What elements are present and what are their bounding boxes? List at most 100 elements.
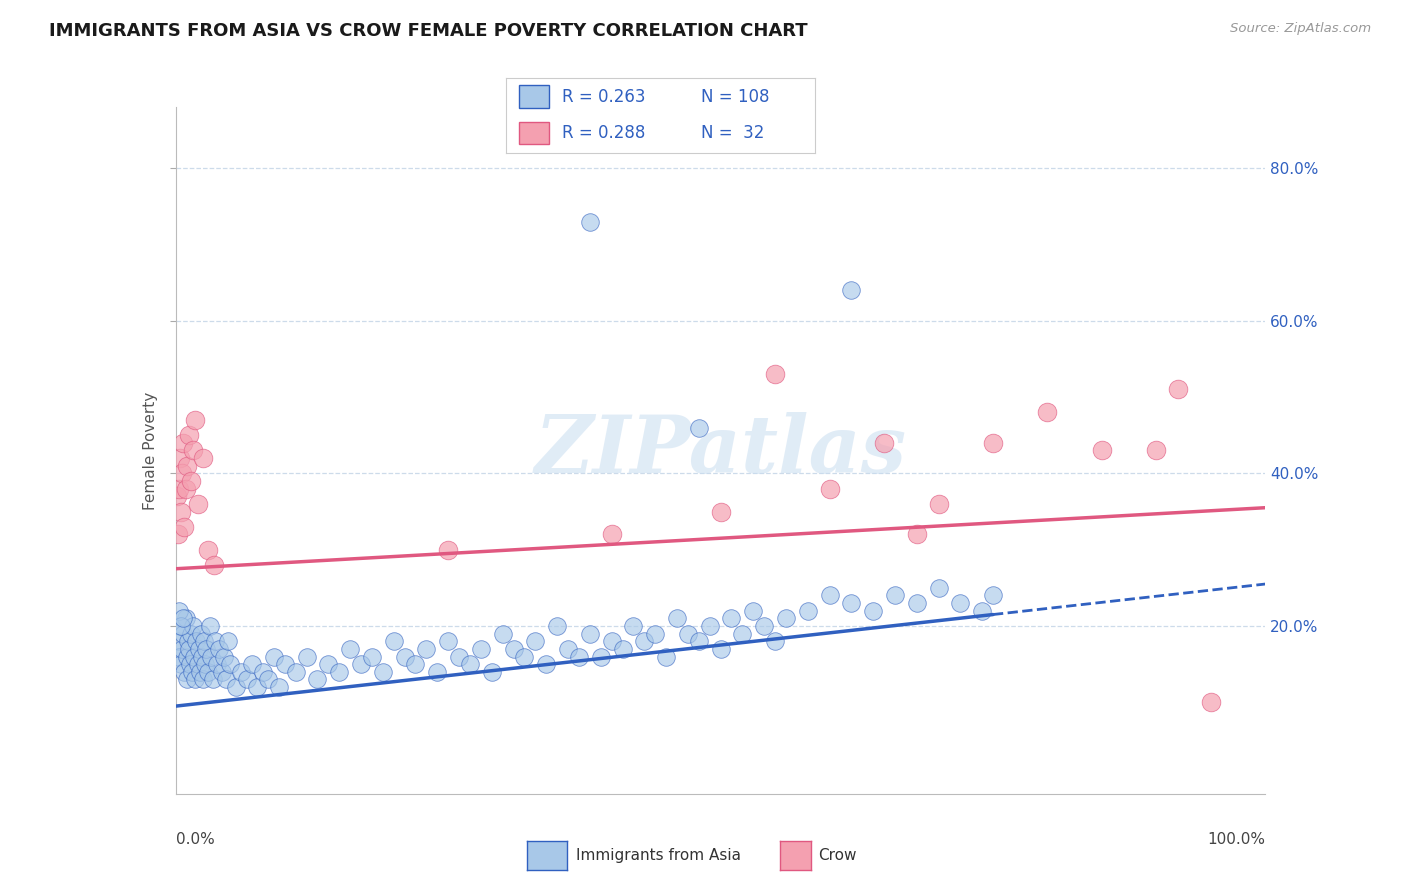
Point xyxy=(198,619,221,633)
Point xyxy=(167,649,190,664)
Point xyxy=(644,626,666,640)
Point xyxy=(176,649,198,664)
Point xyxy=(172,435,194,450)
Point xyxy=(174,611,197,625)
Point xyxy=(534,657,557,672)
Point xyxy=(197,542,219,557)
Point xyxy=(191,451,214,466)
FancyBboxPatch shape xyxy=(519,86,550,108)
Text: R = 0.288: R = 0.288 xyxy=(562,124,645,142)
Point xyxy=(177,428,200,442)
Text: IMMIGRANTS FROM ASIA VS CROW FEMALE POVERTY CORRELATION CHART: IMMIGRANTS FROM ASIA VS CROW FEMALE POVE… xyxy=(49,22,808,40)
Point xyxy=(167,604,190,618)
Point xyxy=(181,443,204,458)
Point xyxy=(579,214,602,228)
Point xyxy=(217,634,239,648)
Point xyxy=(763,367,786,381)
Point xyxy=(170,657,193,672)
Point xyxy=(600,527,623,541)
Point xyxy=(187,641,209,656)
Point xyxy=(818,482,841,496)
Point xyxy=(589,649,612,664)
Point xyxy=(796,604,818,618)
Point xyxy=(176,458,198,473)
Point xyxy=(184,673,207,687)
Point xyxy=(180,626,202,640)
Point xyxy=(970,604,993,618)
Point xyxy=(884,589,907,603)
Point xyxy=(181,665,204,679)
Point xyxy=(257,673,280,687)
Point xyxy=(949,596,972,610)
Point xyxy=(579,626,602,640)
Point xyxy=(754,619,776,633)
Point xyxy=(172,611,194,625)
Point xyxy=(205,657,228,672)
Point xyxy=(481,665,503,679)
Text: Source: ZipAtlas.com: Source: ZipAtlas.com xyxy=(1230,22,1371,36)
Y-axis label: Female Poverty: Female Poverty xyxy=(143,392,159,509)
Point xyxy=(841,596,863,610)
Point xyxy=(169,619,191,633)
Point xyxy=(437,542,460,557)
Point xyxy=(873,435,896,450)
Text: 0.0%: 0.0% xyxy=(176,831,215,847)
Point xyxy=(981,435,1004,450)
Point xyxy=(190,626,212,640)
Point xyxy=(655,649,678,664)
Point xyxy=(1036,405,1059,419)
Point xyxy=(183,649,205,664)
Point xyxy=(173,665,195,679)
Point xyxy=(194,657,217,672)
Point xyxy=(211,665,233,679)
Point xyxy=(394,649,416,664)
Point xyxy=(180,474,202,488)
Point xyxy=(170,504,193,518)
Point xyxy=(621,619,644,633)
Point xyxy=(818,589,841,603)
Point xyxy=(415,641,437,656)
Point xyxy=(167,527,190,541)
FancyBboxPatch shape xyxy=(519,121,550,145)
Point xyxy=(204,634,226,648)
Point xyxy=(426,665,449,679)
Point xyxy=(688,420,710,434)
Point xyxy=(252,665,274,679)
Point xyxy=(201,673,224,687)
Point xyxy=(720,611,742,625)
Point xyxy=(225,680,247,694)
Point xyxy=(742,604,765,618)
Point xyxy=(240,657,263,672)
Text: 100.0%: 100.0% xyxy=(1208,831,1265,847)
Point xyxy=(186,497,209,511)
Point xyxy=(763,634,786,648)
Point xyxy=(197,665,219,679)
Point xyxy=(186,634,208,648)
Point xyxy=(186,657,209,672)
Point xyxy=(405,657,427,672)
Point xyxy=(350,657,373,672)
Point xyxy=(195,641,218,656)
Point xyxy=(841,283,863,297)
Point xyxy=(502,641,524,656)
Point xyxy=(177,634,200,648)
Point xyxy=(212,649,235,664)
Point xyxy=(731,626,754,640)
Point xyxy=(492,626,515,640)
Point xyxy=(231,665,253,679)
Point xyxy=(775,611,797,625)
Point xyxy=(612,641,634,656)
Point xyxy=(513,649,536,664)
Point xyxy=(200,649,222,664)
Point xyxy=(600,634,623,648)
Text: ZIPatlas: ZIPatlas xyxy=(534,412,907,489)
Point xyxy=(905,527,928,541)
Point xyxy=(633,634,655,648)
Point xyxy=(193,634,215,648)
Point xyxy=(184,413,207,427)
Point xyxy=(710,504,733,518)
Point xyxy=(371,665,394,679)
Point xyxy=(176,673,198,687)
Point xyxy=(208,641,231,656)
Point xyxy=(173,520,195,534)
